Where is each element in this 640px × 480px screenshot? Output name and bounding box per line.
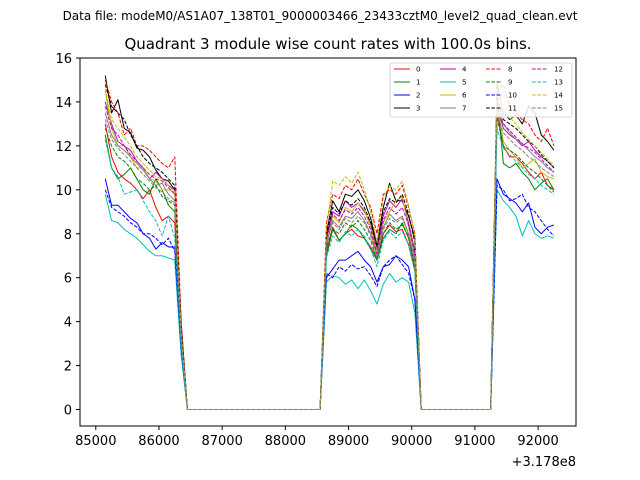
- series-line-11: [104, 84, 555, 411]
- legend-label-6: 6: [462, 92, 467, 100]
- x-tick-label: 92000: [517, 434, 558, 449]
- series-line-14: [104, 88, 555, 411]
- legend-label-10: 10: [508, 92, 517, 100]
- legend-label-4: 4: [462, 66, 467, 74]
- legend-label-1: 1: [416, 79, 420, 87]
- legend-label-0: 0: [416, 66, 420, 74]
- series-line-12: [104, 103, 555, 411]
- plot-area-frame: [79, 57, 577, 427]
- series-line-8: [104, 79, 555, 411]
- y-axis: 0 2 4 6 8 10 12 14 16: [55, 52, 80, 419]
- legend-label-2: 2: [416, 92, 420, 100]
- legend-label-8: 8: [508, 66, 512, 74]
- chart-title: Quadrant 3 module wise count rates with …: [124, 35, 531, 53]
- y-tick-label: 6: [64, 272, 72, 287]
- series-line-4: [104, 101, 555, 411]
- x-tick-label: 89000: [328, 434, 369, 449]
- y-tick-label: 12: [55, 140, 72, 155]
- y-tick-label: 0: [64, 404, 72, 419]
- series-line-13: [104, 127, 555, 411]
- x-tick-label: 90000: [391, 434, 432, 449]
- series-line-1: [104, 94, 555, 411]
- x-tick-label: 86000: [138, 434, 179, 449]
- y-tick-label: 2: [64, 360, 72, 375]
- chart-suptitle: Data file: modeM0/AS1A07_138T01_90000034…: [63, 9, 578, 23]
- legend-label-11: 11: [508, 105, 517, 113]
- legend-frame: [389, 62, 573, 118]
- legend-label-12: 12: [554, 66, 563, 74]
- series-line-2: [104, 178, 555, 411]
- legend-label-14: 14: [554, 92, 563, 100]
- y-tick-label: 8: [64, 228, 72, 243]
- y-tick-label: 16: [55, 52, 72, 67]
- plot-lines: [104, 75, 555, 411]
- legend-label-15: 15: [554, 105, 563, 113]
- x-axis: 85000 86000 87000 88000 89000 90000 91000 92000: [75, 426, 559, 449]
- series-line-15: [104, 114, 555, 411]
- y-tick-label: 4: [64, 316, 72, 331]
- y-tick-label: 14: [55, 96, 72, 111]
- x-offset-label: +3.178e8: [512, 455, 576, 470]
- x-tick-label: 88000: [265, 434, 306, 449]
- legend-label-13: 13: [554, 79, 563, 87]
- x-tick-label: 85000: [75, 434, 116, 449]
- legend-label-9: 9: [508, 79, 512, 87]
- x-tick-label: 87000: [201, 434, 242, 449]
- series-line-0: [104, 112, 555, 411]
- series-line-6: [104, 90, 555, 411]
- legend-label-3: 3: [416, 105, 420, 113]
- legend-label-5: 5: [462, 79, 466, 87]
- y-tick-label: 10: [55, 184, 72, 199]
- x-tick-label: 91000: [454, 434, 495, 449]
- legend-label-7: 7: [462, 105, 466, 113]
